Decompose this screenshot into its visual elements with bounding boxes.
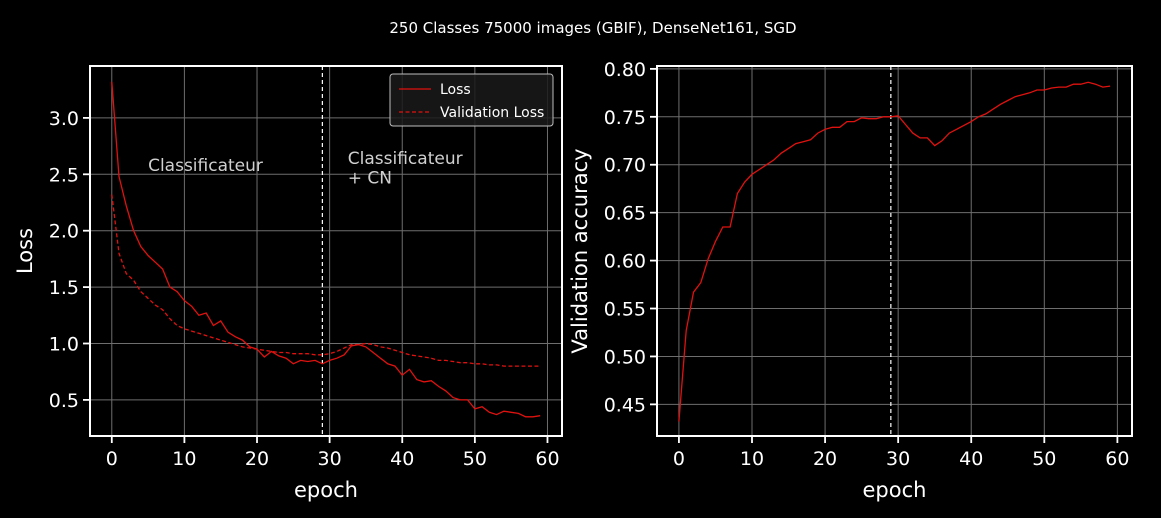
x-tick-label: 0 bbox=[673, 448, 685, 470]
y-tick-label: 0.65 bbox=[604, 203, 646, 225]
y-tick-label: 0.60 bbox=[604, 251, 646, 273]
series-line-loss bbox=[111, 81, 541, 418]
y-axis-label: Loss bbox=[13, 228, 37, 274]
x-tick-label: 60 bbox=[535, 448, 559, 470]
x-tick-label: 60 bbox=[1105, 448, 1129, 470]
x-tick-label: 40 bbox=[390, 448, 414, 470]
y-tick-label: 0.55 bbox=[604, 299, 646, 321]
axes-frame bbox=[89, 65, 563, 437]
x-tick-label: 50 bbox=[463, 448, 487, 470]
x-tick-label: 40 bbox=[959, 448, 983, 470]
y-tick-label: 0.50 bbox=[604, 346, 646, 368]
x-tick-label: 10 bbox=[740, 448, 764, 470]
legend-label: Validation Loss bbox=[440, 105, 544, 121]
annotation-text: Classificateur bbox=[348, 149, 463, 169]
x-tick-label: 0 bbox=[106, 448, 118, 470]
x-tick-label: 20 bbox=[813, 448, 837, 470]
legend-label: Loss bbox=[440, 82, 471, 98]
y-tick-label: 0.70 bbox=[604, 155, 646, 177]
y-tick-label: 2.5 bbox=[49, 164, 79, 186]
loss-chart: 0 10 20 30 40 50 60 0.5 1.0 1.5 2.0 2.5 3.0 epoch Loss… bbox=[13, 65, 563, 502]
x-axis-label: epoch bbox=[863, 478, 927, 502]
y-tick-label: 0.45 bbox=[604, 394, 646, 416]
x-tick-label: 10 bbox=[172, 448, 196, 470]
y-axis-label: Validation accuracy bbox=[568, 148, 592, 353]
x-tick-label: 20 bbox=[245, 448, 269, 470]
y-tick-label: 0.75 bbox=[604, 107, 646, 129]
x-tick-label: 30 bbox=[318, 448, 342, 470]
x-tick-label: 50 bbox=[1032, 448, 1056, 470]
y-tick-label: 1.0 bbox=[49, 334, 79, 356]
series-line-accuracy bbox=[678, 81, 1111, 422]
axes-frame bbox=[656, 65, 1133, 437]
y-tick-label: 2.0 bbox=[49, 221, 79, 243]
legend: Loss Validation Loss bbox=[389, 73, 554, 127]
annotation-text: Classificateur bbox=[148, 156, 263, 176]
annotation-text: + CN bbox=[348, 168, 392, 188]
y-tick-label: 0.80 bbox=[604, 59, 646, 81]
x-tick-label: 30 bbox=[886, 448, 910, 470]
y-tick-label: 1.5 bbox=[49, 277, 79, 299]
y-tick-label: 3.0 bbox=[49, 108, 79, 130]
figure-title: 250 Classes 75000 images (GBIF), DenseNe… bbox=[389, 19, 796, 37]
accuracy-chart: 0 10 20 30 40 50 60 0.45 0.50 0.55 0.60 0.65 0.70 0.7… bbox=[568, 59, 1133, 502]
legend-box bbox=[389, 73, 554, 127]
y-tick-label: 0.5 bbox=[49, 390, 79, 412]
series-line-validation-loss bbox=[111, 194, 541, 367]
x-axis-label: epoch bbox=[294, 478, 358, 502]
